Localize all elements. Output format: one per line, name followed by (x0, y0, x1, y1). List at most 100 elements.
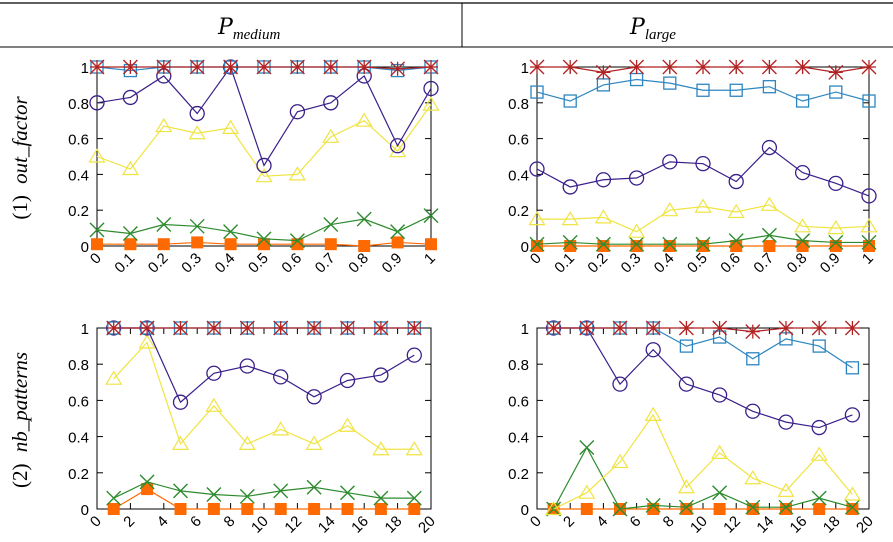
point-star (239, 320, 255, 336)
point-triangle (744, 470, 762, 485)
series-line-cross (113, 481, 415, 499)
point-triangle (545, 500, 563, 516)
point-filled (846, 503, 859, 515)
point-star (256, 59, 272, 75)
point-filled (408, 503, 421, 515)
series-star (529, 59, 877, 80)
point-filled (580, 503, 593, 515)
point-triangle (594, 209, 612, 224)
point-filled (425, 238, 437, 251)
point-circle (695, 156, 711, 172)
point-filled (713, 503, 726, 515)
point-cross (562, 234, 578, 250)
point-filled (374, 503, 387, 515)
point-star (106, 320, 122, 336)
point-square (795, 94, 810, 108)
point-star (289, 59, 305, 75)
series-filled (107, 483, 421, 515)
point-filled (224, 238, 237, 251)
point-triangle (389, 142, 407, 158)
point-star (122, 59, 138, 75)
series-line-star (553, 327, 853, 333)
point-circle (172, 394, 189, 410)
x-tick-label: 18 (382, 513, 406, 537)
point-cross (306, 479, 322, 495)
point-star (745, 324, 761, 340)
y-tick-label: 0.4 (68, 167, 89, 184)
point-circle (711, 387, 728, 403)
point-triangle (138, 334, 156, 349)
x-tick-label: 0 (527, 513, 545, 531)
point-cross (529, 236, 545, 252)
point-star (406, 320, 422, 336)
point-triangle (288, 166, 306, 181)
x-tick-label: 10 (687, 513, 711, 537)
series-star (89, 59, 439, 77)
point-star (373, 320, 389, 336)
series-line-cross (96, 215, 432, 242)
point-circle (406, 347, 422, 363)
y-tick-label: 0.6 (68, 393, 89, 410)
plot-frame (536, 327, 870, 510)
x-tick-label: 0.4 (212, 250, 239, 277)
series-triangle (528, 196, 878, 238)
column-title-large-main: P (629, 15, 646, 40)
x-tick-label: 0.3 (178, 250, 205, 277)
series-circle (529, 139, 877, 204)
point-star (712, 320, 728, 336)
series-circle (545, 320, 861, 436)
y-tick-label: 0.4 (68, 430, 89, 447)
point-square (663, 76, 677, 90)
y-tick-label: 0.4 (508, 430, 529, 447)
point-triangle (305, 435, 323, 450)
point-circle (595, 172, 612, 188)
x-tick-label: 0.5 (245, 250, 272, 277)
point-triangle (628, 223, 646, 238)
series-line-circle (113, 327, 415, 404)
x-tick-label: 0.3 (618, 250, 645, 277)
point-circle (239, 358, 255, 374)
x-tick-label: 0.5 (684, 250, 711, 277)
point-star (811, 320, 827, 336)
row-label-nb-patterns: (2) nb_patterns (8, 352, 32, 488)
point-circle (728, 173, 744, 190)
row-label-nb-patterns-num: (2) (8, 464, 32, 489)
point-filled (207, 503, 220, 515)
point-star (223, 59, 239, 75)
y-tick-label: 1 (521, 60, 529, 77)
point-filled (191, 236, 204, 249)
point-circle (778, 414, 794, 430)
point-triangle (171, 435, 190, 450)
point-filled (597, 240, 610, 252)
point-filled (308, 503, 321, 515)
point-circle (323, 95, 339, 111)
point-star (645, 320, 661, 336)
point-cross (139, 474, 155, 490)
y-tick-label: 1 (81, 321, 89, 338)
x-tick-label: 20 (853, 513, 877, 537)
point-filled (813, 503, 826, 515)
point-star (662, 59, 678, 75)
point-triangle (677, 479, 695, 494)
point-circle (678, 376, 695, 392)
point-filled (730, 240, 743, 252)
point-star (206, 320, 222, 336)
y-tick-label: 0 (521, 239, 529, 256)
point-circle (861, 188, 877, 204)
point-cross (844, 499, 860, 515)
chart-panel-4: 00.20.40.60.810 2 4 6 8 10 12 14 16 18 20 (508, 320, 877, 537)
point-star (139, 320, 155, 336)
point-filled (107, 503, 120, 515)
point-cross (356, 211, 372, 227)
point-triangle (561, 210, 579, 226)
series-line-triangle (553, 413, 853, 510)
series-line-cross (553, 446, 853, 510)
point-triangle (405, 441, 423, 456)
point-cross (189, 218, 205, 234)
x-tick-label: 12 (720, 513, 744, 537)
point-square (729, 83, 743, 97)
point-cross (406, 490, 422, 506)
x-tick-label: 0.8 (345, 250, 372, 277)
point-circle (828, 175, 844, 192)
point-triangle (711, 444, 729, 459)
